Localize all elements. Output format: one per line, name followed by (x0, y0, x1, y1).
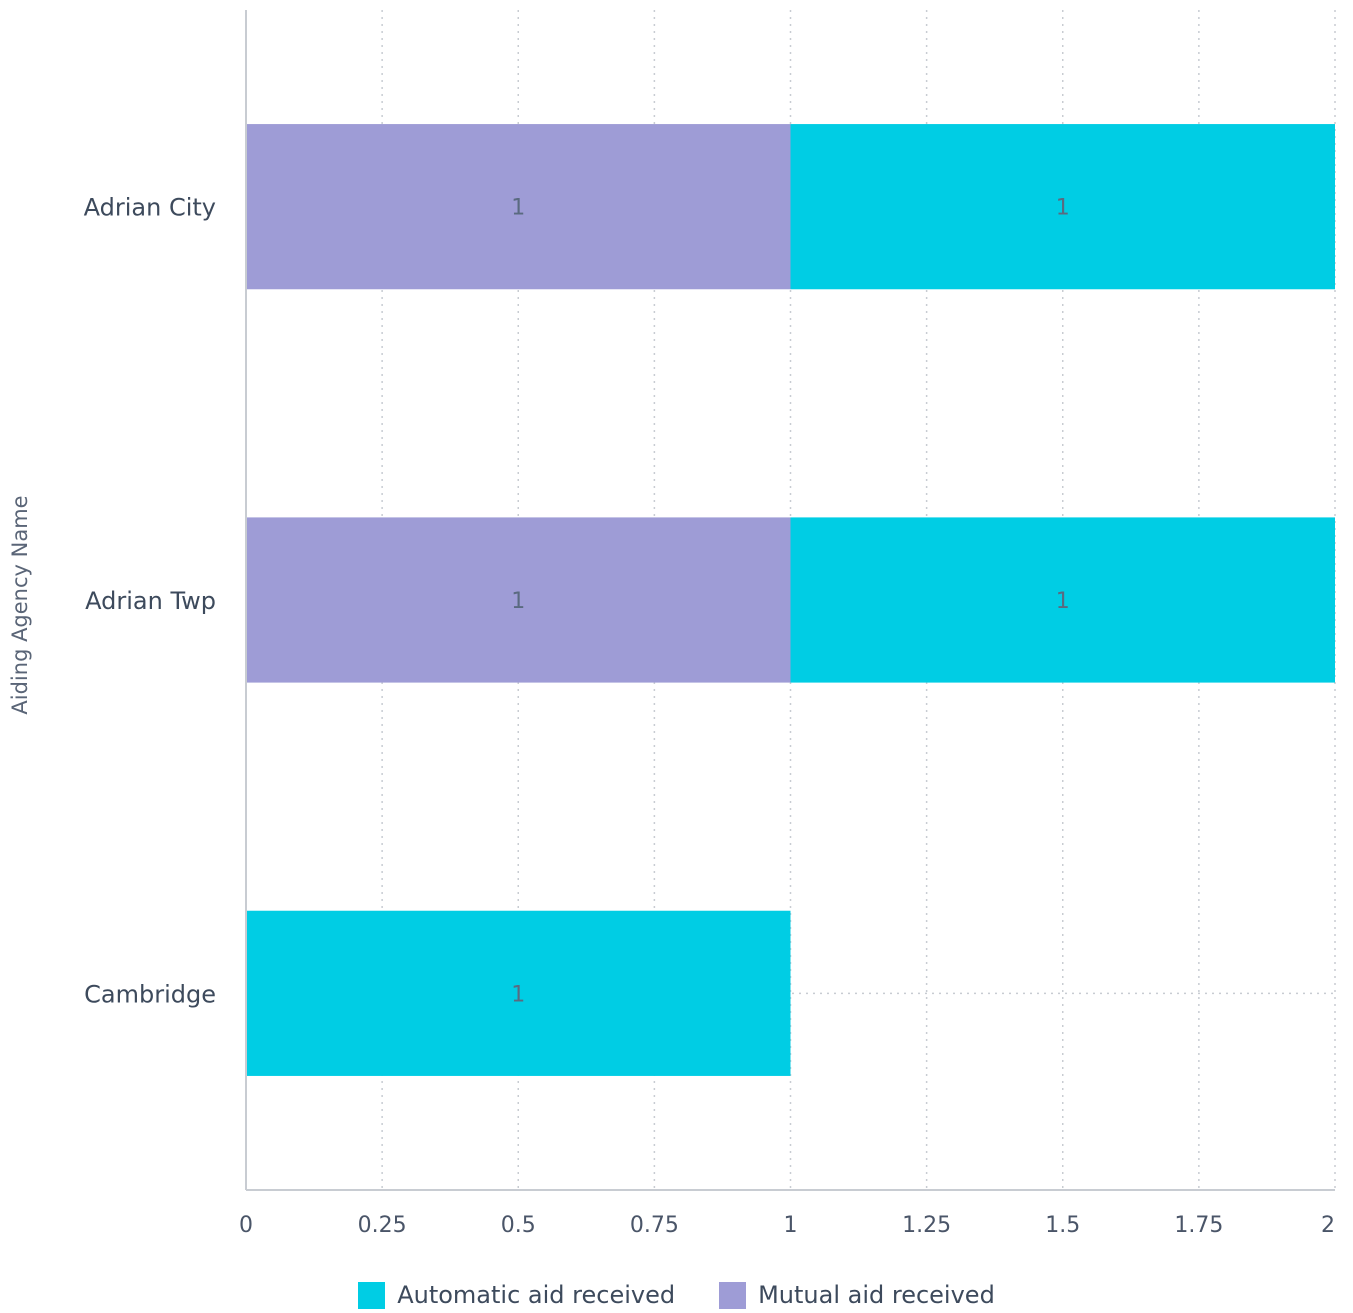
bar-segment[interactable] (246, 517, 791, 683)
labels: 1 1 1 1 1 0 0.25 0.5 0.75 1 1.25 1.5 1.75 2 Adrian Cit… (8, 194, 1335, 1238)
y-category-label: Cambridge (84, 980, 216, 1008)
legend-swatch (358, 1281, 386, 1309)
y-category-label: Adrian Twp (85, 587, 216, 615)
legend: Automatic aid received Mutual aid receive… (0, 1277, 1353, 1313)
x-tick-label: 1 (784, 1213, 798, 1238)
x-tick-label: 1.75 (1174, 1213, 1223, 1238)
x-tick-label: 0.25 (358, 1213, 407, 1238)
axes (245, 10, 1335, 1191)
legend-swatch (719, 1281, 747, 1309)
x-tick-label: 0 (239, 1213, 253, 1238)
x-tick-label: 1.5 (1045, 1213, 1080, 1238)
legend-label: Automatic aid received (397, 1281, 676, 1309)
y-axis-title: Aiding Agency Name (8, 495, 32, 714)
legend-label: Mutual aid received (758, 1281, 995, 1309)
bar-segment[interactable] (790, 124, 1336, 290)
x-tick-label: 1.25 (902, 1213, 951, 1238)
bar-segment[interactable] (246, 910, 791, 1076)
bar-segment[interactable] (790, 517, 1336, 683)
x-tick-label: 2 (1321, 1213, 1335, 1238)
data-label: 1 (511, 982, 525, 1007)
y-category-label: Adrian City (84, 194, 216, 222)
data-label: 1 (511, 196, 525, 221)
bars (246, 124, 1335, 1076)
chart: 1 1 1 1 1 0 0.25 0.5 0.75 1 1.25 1.5 1.75 2 Adrian Cit… (8, 10, 1336, 1238)
data-label: 1 (1056, 196, 1070, 221)
x-tick-label: 0.75 (630, 1213, 679, 1238)
data-label: 1 (1056, 589, 1070, 614)
legend-item[interactable]: Mutual aid received (719, 1281, 995, 1309)
legend-item[interactable]: Automatic aid received (358, 1281, 675, 1309)
bar-segment[interactable] (246, 124, 791, 290)
x-tick-label: 0.5 (501, 1213, 536, 1238)
data-label: 1 (511, 589, 525, 614)
